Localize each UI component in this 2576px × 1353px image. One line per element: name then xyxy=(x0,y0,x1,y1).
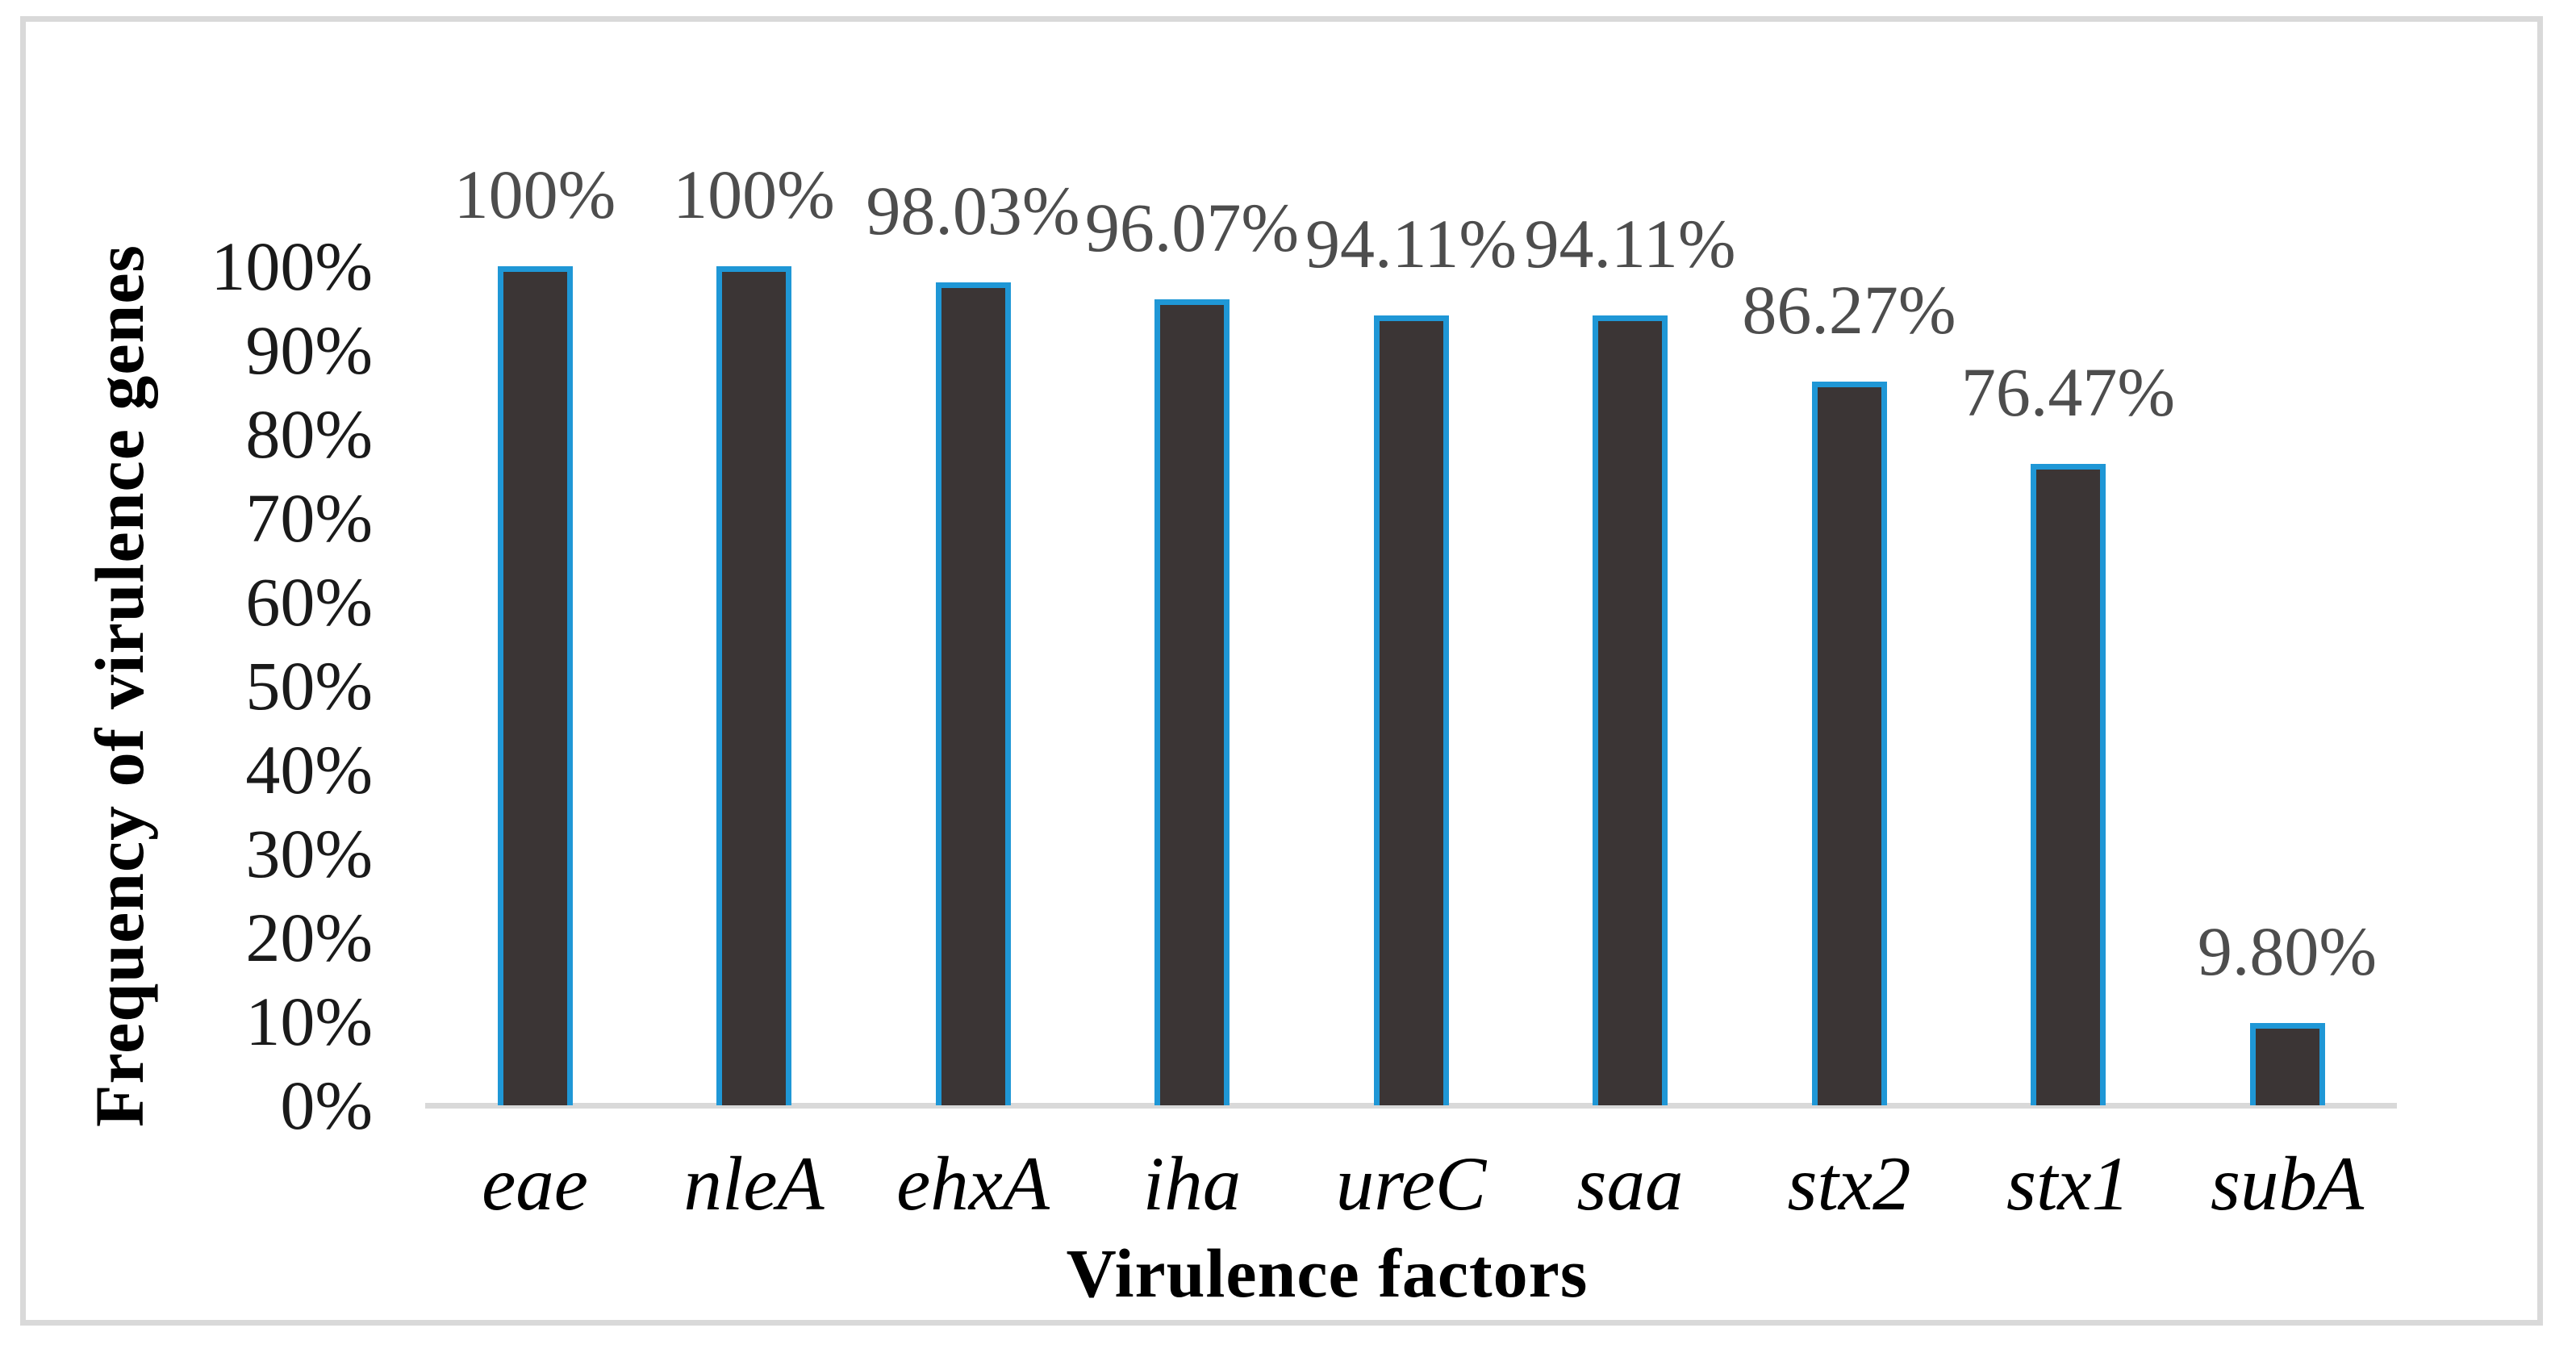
data-label-stx1: 76.47% xyxy=(1960,353,2176,431)
y-tick-label-20pct: 20% xyxy=(245,899,373,976)
data-label-eae: 100% xyxy=(453,156,616,233)
bar-subA xyxy=(2250,1023,2325,1105)
data-label-subA: 9.80% xyxy=(2197,912,2378,990)
bar-iha xyxy=(1154,299,1230,1105)
bar-ehxA xyxy=(936,282,1011,1105)
category-label-eae: eae xyxy=(482,1141,588,1226)
y-tick-label-50pct: 50% xyxy=(245,647,373,725)
category-label-stx2: stx2 xyxy=(1787,1141,1911,1226)
bar-ureC xyxy=(1374,315,1449,1105)
bar-eae xyxy=(498,266,573,1105)
data-label-ureC: 94.11% xyxy=(1305,205,1517,282)
data-label-iha: 96.07% xyxy=(1084,189,1300,266)
y-tick-label-70pct: 70% xyxy=(245,479,373,557)
bar-stx2 xyxy=(1812,382,1887,1105)
x-axis-title: Virulence factors xyxy=(1066,1234,1589,1312)
y-tick-label-80pct: 80% xyxy=(245,395,373,473)
category-label-stx1: stx1 xyxy=(2006,1141,2131,1226)
category-label-saa: saa xyxy=(1576,1141,1684,1226)
category-label-nleA: nleA xyxy=(683,1141,825,1226)
y-tick-label-100pct: 100% xyxy=(211,228,373,305)
data-label-nleA: 100% xyxy=(673,156,835,233)
x-axis-line xyxy=(425,1103,2397,1109)
y-tick-label-0pct: 0% xyxy=(280,1067,373,1144)
bar-nleA xyxy=(716,266,791,1105)
y-tick-label-60pct: 60% xyxy=(245,563,373,641)
category-label-subA: subA xyxy=(2211,1141,2364,1226)
data-label-saa: 94.11% xyxy=(1524,205,1736,282)
y-tick-label-40pct: 40% xyxy=(245,731,373,808)
data-label-ehxA: 98.03% xyxy=(866,172,1080,249)
y-tick-label-30pct: 30% xyxy=(245,815,373,892)
data-label-stx2: 86.27% xyxy=(1742,271,1956,349)
y-tick-label-90pct: 90% xyxy=(245,311,373,389)
category-label-ureC: ureC xyxy=(1335,1141,1487,1226)
bar-stx1 xyxy=(2031,464,2106,1105)
bar-saa xyxy=(1593,315,1668,1105)
category-label-iha: iha xyxy=(1142,1141,1242,1226)
y-tick-label-10pct: 10% xyxy=(245,983,373,1060)
category-label-ehxA: ehxA xyxy=(896,1141,1050,1226)
